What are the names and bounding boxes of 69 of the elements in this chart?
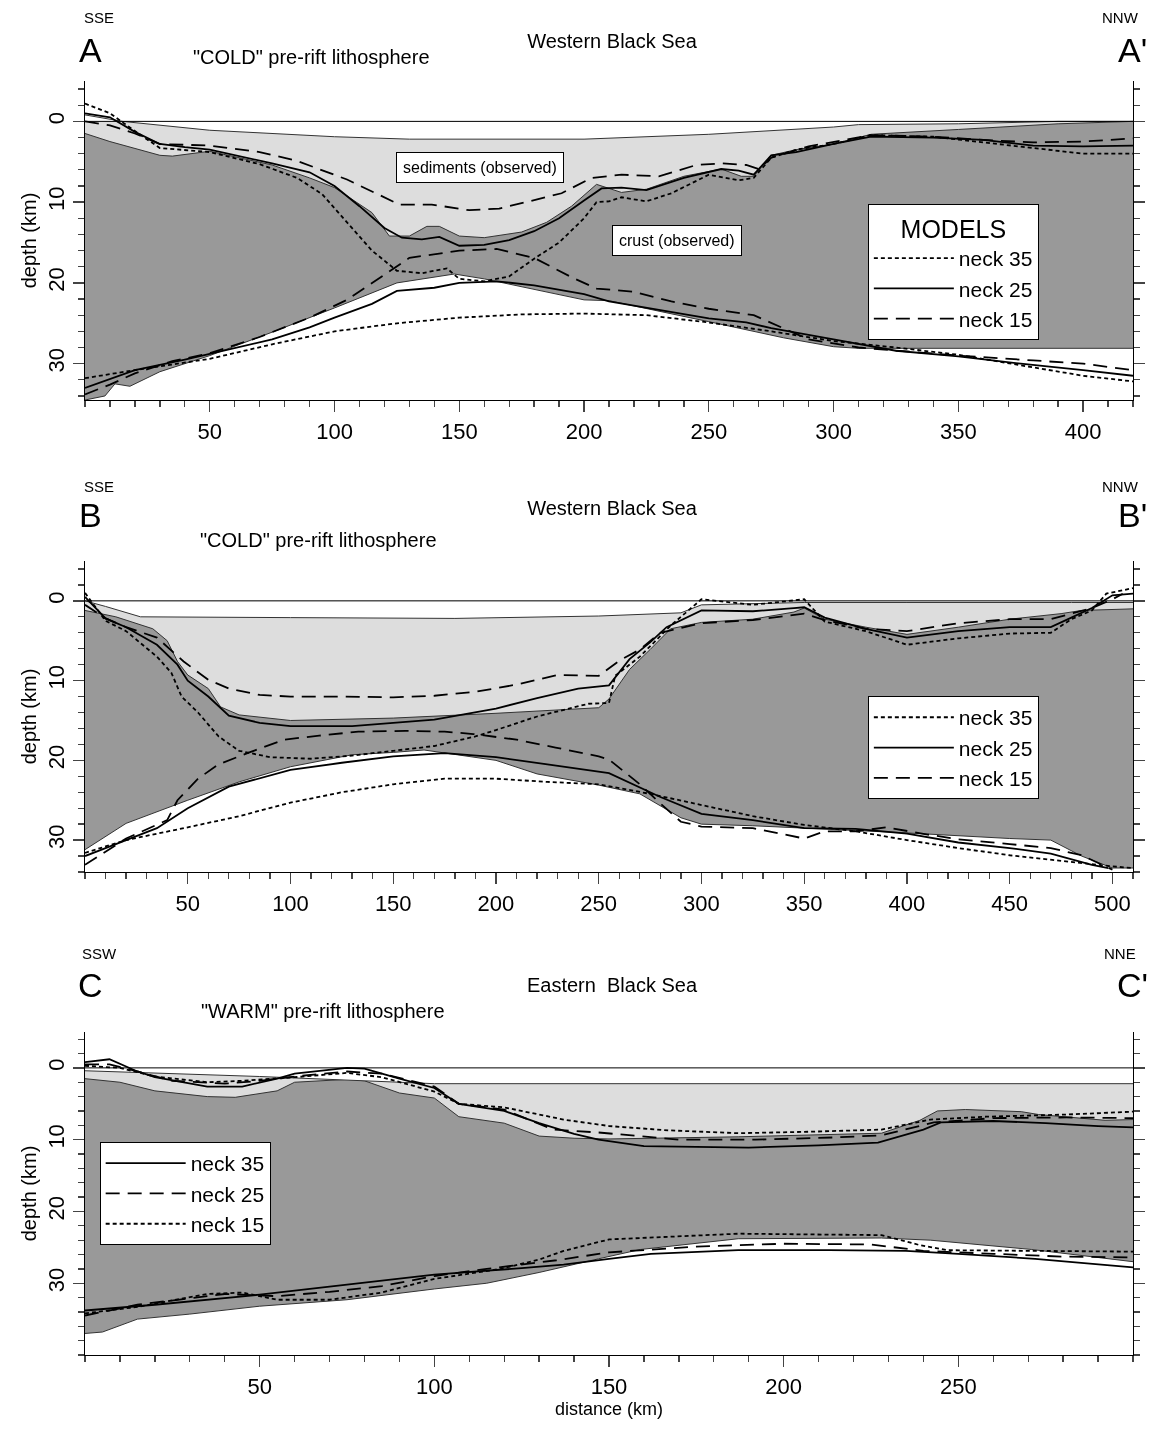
x-tick-label: 50 bbox=[197, 418, 222, 444]
y-tick-label: 20 bbox=[43, 1195, 69, 1221]
chart-subtitle: "WARM" pre-rift lithosphere bbox=[201, 1000, 445, 1022]
y-tick-label: 30 bbox=[43, 824, 69, 850]
x-tick-label: 150 bbox=[590, 1373, 628, 1399]
chart-title: Western Black Sea bbox=[527, 497, 698, 519]
text: SSW bbox=[82, 945, 118, 962]
y-tick-label: 20 bbox=[43, 267, 69, 292]
y-tick-label: 30 bbox=[43, 1267, 69, 1293]
y-tick-label: 0 bbox=[43, 111, 69, 125]
legend-label: neck 15 bbox=[958, 307, 1033, 331]
y-axis-title: depth (km) bbox=[17, 192, 40, 289]
legend-label: neck 15 bbox=[190, 1212, 265, 1236]
text: SSE bbox=[84, 9, 115, 26]
legend-label: neck 25 bbox=[958, 736, 1033, 760]
text: NNW bbox=[1102, 9, 1139, 26]
y-tick-label: 10 bbox=[43, 1124, 69, 1149]
y-tick-label: 10 bbox=[43, 665, 69, 690]
x-tick-label: 200 bbox=[477, 890, 515, 916]
y-tick-label: 10 bbox=[43, 186, 69, 212]
x-axis-title: distance (km) bbox=[554, 1398, 664, 1419]
legend-label: neck 25 bbox=[958, 277, 1033, 301]
x-tick-label: 150 bbox=[440, 418, 478, 444]
legend-label: neck 35 bbox=[190, 1152, 265, 1176]
x-tick-label: 250 bbox=[690, 418, 728, 444]
x-tick-label: 250 bbox=[939, 1373, 977, 1399]
y-axis-title: depth (km) bbox=[17, 668, 40, 765]
legend-label: neck 35 bbox=[958, 247, 1033, 271]
x-tick-label: 100 bbox=[272, 890, 309, 916]
text: C bbox=[78, 966, 103, 1004]
x-tick-label: 300 bbox=[815, 418, 852, 444]
text: A' bbox=[1118, 31, 1148, 69]
x-tick-label: 100 bbox=[316, 418, 353, 444]
text: B bbox=[79, 496, 102, 534]
legend-label: neck 25 bbox=[190, 1182, 265, 1206]
y-tick-label: 30 bbox=[43, 348, 69, 373]
x-tick-label: 250 bbox=[580, 890, 618, 916]
chart-title: Eastern Black Sea bbox=[526, 974, 698, 996]
x-tick-label: 200 bbox=[765, 1373, 803, 1399]
text: NNE bbox=[1104, 945, 1136, 962]
x-tick-label: 500 bbox=[1094, 890, 1131, 916]
text: C' bbox=[1117, 966, 1149, 1004]
x-tick-label: 350 bbox=[785, 890, 823, 916]
legend-label: neck 15 bbox=[958, 767, 1033, 791]
x-tick-label: 50 bbox=[247, 1373, 272, 1399]
x-tick-label: 350 bbox=[939, 418, 977, 444]
x-tick-label: 300 bbox=[683, 890, 720, 916]
x-tick-label: 400 bbox=[888, 890, 926, 916]
x-tick-label: 50 bbox=[175, 890, 200, 916]
legend-label: neck 35 bbox=[958, 706, 1033, 730]
x-tick-label: 400 bbox=[1064, 418, 1102, 444]
text: B' bbox=[1118, 496, 1148, 534]
annotation: sediments (observed) bbox=[403, 159, 557, 176]
y-tick-label: 0 bbox=[43, 1058, 69, 1071]
chart-subtitle: "COLD" pre-rift lithosphere bbox=[193, 46, 430, 68]
x-tick-label: 150 bbox=[374, 890, 412, 916]
text: A bbox=[79, 31, 102, 69]
text: NNW bbox=[1102, 478, 1139, 495]
annotation: crust (observed) bbox=[619, 232, 735, 249]
x-tick-label: 200 bbox=[565, 418, 603, 444]
y-axis-title: depth (km) bbox=[17, 1145, 40, 1242]
text: SSE bbox=[84, 478, 115, 495]
chart-title: Western Black Sea bbox=[527, 30, 698, 52]
y-tick-label: 20 bbox=[43, 744, 69, 770]
y-tick-label: 0 bbox=[43, 591, 69, 604]
x-tick-label: 100 bbox=[415, 1373, 453, 1399]
legend-title: MODELS bbox=[900, 214, 1007, 243]
chart-subtitle: "COLD" pre-rift lithosphere bbox=[200, 529, 437, 551]
x-tick-label: 450 bbox=[991, 890, 1029, 916]
